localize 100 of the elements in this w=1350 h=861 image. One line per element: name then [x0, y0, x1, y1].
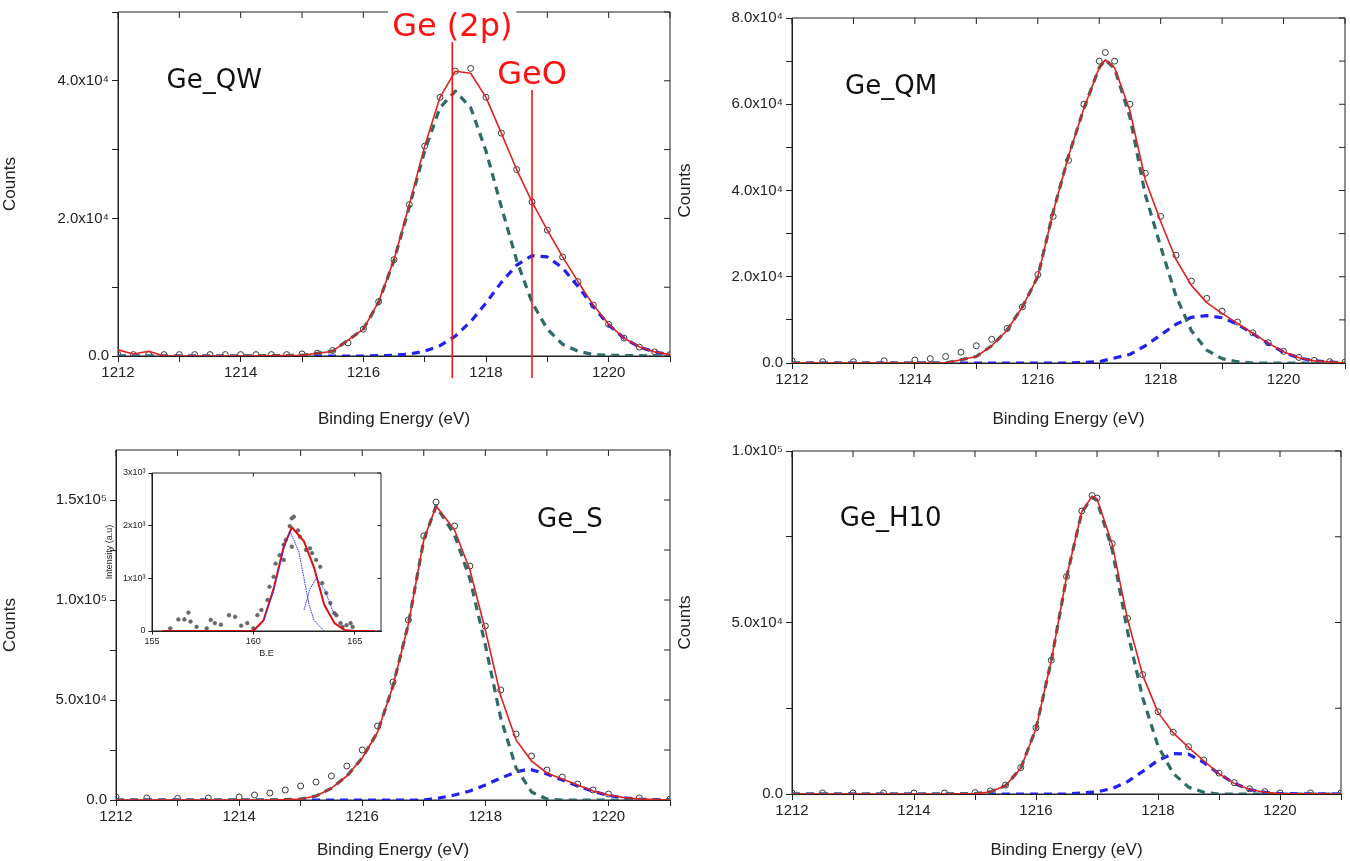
point	[635, 343, 643, 351]
point	[1233, 318, 1241, 326]
point	[1157, 212, 1165, 220]
x-axis-title: Binding Energy (eV)	[316, 840, 470, 860]
y-tick-label: 0	[140, 625, 146, 636]
ref-line-label: GeO	[497, 54, 567, 92]
point	[1126, 100, 1134, 108]
point	[942, 353, 950, 361]
y-tick-label: 5.0x10⁴	[731, 612, 783, 630]
point	[404, 616, 412, 624]
point	[1187, 277, 1195, 285]
x-tick-label: 1214	[223, 363, 258, 381]
point	[375, 298, 383, 306]
point	[1218, 307, 1226, 315]
y-tick-label: 4.0x10⁴	[57, 70, 109, 88]
point	[359, 325, 367, 333]
point	[528, 752, 535, 760]
y-axis-title: Counts	[0, 598, 19, 652]
y-axis-title: Intensity (a.u)	[103, 524, 114, 580]
x-tick-label: 1212	[101, 363, 135, 381]
x-tick-label: 1220	[591, 807, 626, 825]
point	[972, 342, 980, 350]
point	[1139, 671, 1147, 679]
y-tick-label: 6.0x10⁴	[731, 94, 783, 112]
point	[1141, 169, 1149, 177]
point	[251, 791, 258, 799]
point	[436, 93, 444, 101]
point	[1172, 251, 1180, 259]
x-tick-label: 1220	[1263, 801, 1297, 819]
point	[604, 790, 612, 798]
y-tick-label: 0.0	[86, 790, 107, 808]
y-tick-label: 2x10³	[122, 520, 146, 531]
point	[235, 793, 243, 800]
x-tick-label: 165	[347, 636, 363, 647]
x-tick-label: 1218	[468, 807, 503, 825]
point	[1032, 724, 1040, 732]
point	[1280, 347, 1288, 355]
y-tick-label: 0.0	[762, 353, 783, 371]
y-tick-label: 1.0x10⁵	[731, 441, 783, 459]
y-tick-label: 1.5x10⁵	[55, 490, 107, 508]
point	[512, 730, 520, 738]
point	[432, 498, 440, 506]
point	[1003, 325, 1011, 332]
point	[880, 789, 887, 794]
point	[988, 335, 996, 343]
y-tick-label: 8.0x10⁴	[731, 8, 783, 26]
point	[344, 339, 352, 347]
point	[1065, 156, 1072, 164]
point	[1018, 303, 1026, 311]
point	[1215, 769, 1223, 777]
x-tick-label: 1218	[1141, 801, 1175, 819]
point	[911, 356, 919, 363]
y-tick-label: 1x10³	[122, 572, 146, 583]
x-tick-label: 1216	[346, 363, 381, 381]
point	[389, 678, 397, 686]
point	[1049, 212, 1057, 220]
text: Ge_QM	[845, 69, 938, 100]
point	[1034, 271, 1042, 279]
point	[1017, 764, 1025, 772]
point	[1264, 339, 1272, 347]
x-tick-label: 1220	[591, 363, 626, 381]
text: Ge_H10	[839, 502, 942, 533]
x-axis-title: Binding Energy (eV)	[990, 840, 1143, 860]
x-tick-label: 160	[245, 636, 261, 647]
point	[559, 253, 567, 261]
point	[390, 256, 398, 264]
x-tick-label: 1218	[469, 363, 503, 381]
y-tick-label: 0.0	[88, 346, 109, 364]
x-tick-label: 1212	[99, 807, 133, 825]
point	[589, 786, 597, 794]
point	[266, 789, 274, 797]
point	[358, 746, 366, 754]
point	[926, 355, 934, 363]
point	[405, 201, 413, 209]
point	[1101, 49, 1109, 56]
y-tick-label: 0.0	[762, 784, 783, 802]
point	[327, 772, 335, 780]
point	[528, 198, 536, 206]
point	[1095, 57, 1103, 65]
point	[1108, 540, 1116, 548]
y-tick-label: 4.0x10⁴	[731, 180, 783, 198]
x-tick-label: 1216	[345, 807, 379, 825]
point	[1249, 329, 1257, 337]
ref-line-label: Ge (2p)	[392, 6, 513, 44]
point	[1203, 294, 1211, 302]
y-axis-title: Counts	[0, 157, 19, 211]
y-axis-title: Counts	[674, 595, 694, 650]
point	[1063, 573, 1070, 581]
point	[543, 766, 551, 774]
point	[543, 226, 551, 234]
point	[497, 129, 505, 137]
x-tick-label: 1214	[898, 370, 932, 388]
y-tick-label: 3x10³	[122, 467, 146, 478]
x-tick-label: 1212	[775, 370, 809, 388]
x-tick-label: 155	[144, 636, 160, 647]
point	[1080, 100, 1088, 108]
x-tick-label: 1214	[897, 801, 931, 819]
x-tick-label: 1216	[1021, 370, 1055, 388]
point	[1295, 353, 1303, 361]
y-tick-label: 5.0x10⁴	[55, 690, 107, 708]
